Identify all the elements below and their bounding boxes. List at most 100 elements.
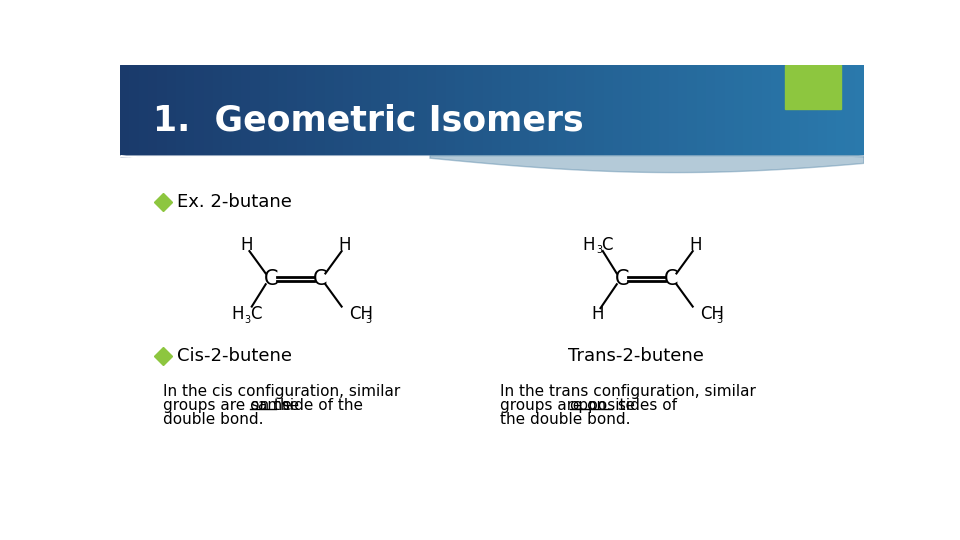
Text: C: C bbox=[264, 269, 278, 289]
Bar bbox=[678, 65, 688, 156]
Bar bbox=[780, 65, 790, 156]
Bar bbox=[166, 65, 177, 156]
Text: Cis-2-butene: Cis-2-butene bbox=[177, 347, 292, 365]
Bar bbox=[789, 65, 800, 156]
Text: groups are on the: groups are on the bbox=[162, 398, 303, 413]
Bar bbox=[660, 65, 669, 156]
Bar bbox=[753, 65, 762, 156]
Text: In the cis configuration, similar: In the cis configuration, similar bbox=[162, 384, 400, 400]
Bar bbox=[706, 65, 716, 156]
Text: 3: 3 bbox=[716, 315, 722, 325]
Bar bbox=[418, 65, 427, 156]
Bar bbox=[604, 65, 613, 156]
Text: H: H bbox=[591, 305, 604, 323]
Bar bbox=[352, 65, 363, 156]
Text: C: C bbox=[615, 269, 630, 289]
Polygon shape bbox=[430, 156, 864, 173]
Bar bbox=[306, 65, 316, 156]
Bar bbox=[344, 65, 353, 156]
Text: Trans-2-butene: Trans-2-butene bbox=[568, 347, 704, 365]
Text: groups are on: groups are on bbox=[500, 398, 611, 413]
Bar bbox=[334, 65, 344, 156]
Bar bbox=[771, 65, 781, 156]
Bar bbox=[846, 65, 855, 156]
Text: CH: CH bbox=[349, 305, 373, 323]
Text: H: H bbox=[339, 236, 351, 254]
Bar bbox=[511, 65, 520, 156]
Bar bbox=[520, 65, 530, 156]
Bar bbox=[278, 65, 288, 156]
Bar bbox=[687, 65, 697, 156]
Text: H: H bbox=[689, 236, 702, 254]
Bar bbox=[492, 65, 502, 156]
Bar bbox=[269, 65, 278, 156]
Text: same: same bbox=[251, 398, 292, 413]
Bar bbox=[185, 65, 195, 156]
Text: CH: CH bbox=[701, 305, 725, 323]
Bar bbox=[213, 65, 223, 156]
Text: C: C bbox=[251, 305, 262, 323]
Bar bbox=[585, 65, 595, 156]
Bar bbox=[612, 65, 623, 156]
Bar bbox=[743, 65, 754, 156]
Bar bbox=[539, 65, 548, 156]
Bar bbox=[566, 65, 576, 156]
Text: 3: 3 bbox=[365, 315, 371, 325]
Bar bbox=[148, 65, 158, 156]
Text: opposite: opposite bbox=[569, 398, 636, 413]
Bar bbox=[436, 65, 446, 156]
Text: 3: 3 bbox=[245, 315, 251, 325]
Bar bbox=[204, 65, 214, 156]
Bar bbox=[372, 65, 381, 156]
Bar bbox=[231, 65, 242, 156]
Text: H: H bbox=[231, 305, 244, 323]
Bar bbox=[427, 65, 437, 156]
Bar bbox=[390, 65, 399, 156]
Bar bbox=[725, 65, 734, 156]
Bar bbox=[697, 65, 707, 156]
Bar bbox=[176, 65, 186, 156]
Text: C: C bbox=[663, 269, 679, 289]
Bar bbox=[761, 65, 772, 156]
Bar bbox=[380, 65, 391, 156]
Bar bbox=[641, 65, 651, 156]
Bar bbox=[669, 65, 679, 156]
Bar bbox=[836, 65, 846, 156]
Bar bbox=[194, 65, 204, 156]
Bar bbox=[799, 65, 809, 156]
Text: 1.  Geometric Isomers: 1. Geometric Isomers bbox=[153, 103, 583, 137]
Text: double bond.: double bond. bbox=[162, 412, 263, 427]
Bar bbox=[315, 65, 325, 156]
Bar bbox=[557, 65, 567, 156]
Text: side of the: side of the bbox=[276, 398, 363, 413]
Bar bbox=[808, 65, 818, 156]
Text: the double bond.: the double bond. bbox=[500, 412, 631, 427]
Text: H: H bbox=[583, 236, 595, 254]
Bar bbox=[501, 65, 512, 156]
Bar bbox=[445, 65, 456, 156]
Text: 3: 3 bbox=[596, 245, 602, 255]
Bar bbox=[157, 65, 167, 156]
Bar bbox=[529, 65, 540, 156]
Bar bbox=[548, 65, 558, 156]
Bar bbox=[785, 65, 841, 110]
Text: sides of: sides of bbox=[612, 398, 677, 413]
Text: Ex. 2-butane: Ex. 2-butane bbox=[177, 193, 292, 211]
Bar bbox=[733, 65, 744, 156]
Bar bbox=[297, 65, 307, 156]
Bar bbox=[399, 65, 409, 156]
Bar bbox=[287, 65, 298, 156]
Bar bbox=[251, 65, 260, 156]
Bar bbox=[622, 65, 633, 156]
Bar bbox=[138, 65, 149, 156]
Bar bbox=[408, 65, 419, 156]
Bar bbox=[362, 65, 372, 156]
Bar bbox=[576, 65, 586, 156]
Text: C: C bbox=[313, 269, 327, 289]
Bar bbox=[223, 65, 232, 156]
Bar bbox=[120, 65, 130, 156]
Bar bbox=[715, 65, 725, 156]
Bar bbox=[632, 65, 641, 156]
Bar bbox=[854, 65, 865, 156]
Text: H: H bbox=[240, 236, 252, 254]
